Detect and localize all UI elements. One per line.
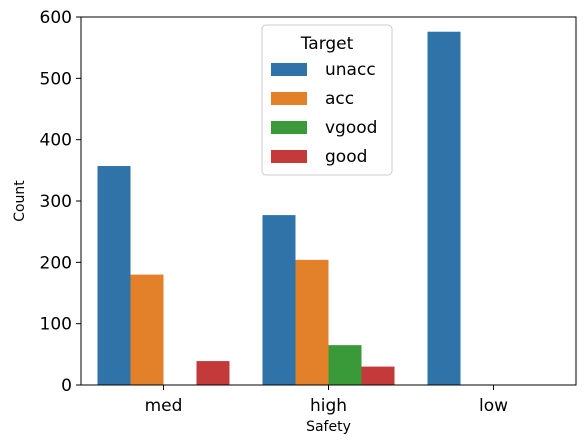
bar-unacc-med bbox=[98, 166, 131, 385]
legend-label-unacc: unacc bbox=[325, 60, 376, 80]
legend-swatch-good bbox=[271, 150, 307, 163]
bar-unacc-high bbox=[263, 215, 296, 385]
x-tick-label: low bbox=[479, 396, 508, 416]
bar-good-high bbox=[362, 367, 395, 385]
bar-unacc-low bbox=[428, 32, 461, 385]
x-tick-label: med bbox=[145, 396, 183, 416]
y-axis-label: Count bbox=[12, 180, 28, 222]
legend-title: Target bbox=[300, 34, 354, 54]
bar-vgood-high bbox=[329, 345, 362, 385]
y-axis: 0 100 200 300 400 500 600 bbox=[40, 8, 81, 396]
y-tick-label: 500 bbox=[40, 69, 72, 89]
y-tick-label: 200 bbox=[40, 253, 72, 273]
legend: Target unacc acc vgood good bbox=[262, 25, 392, 175]
legend-swatch-vgood bbox=[271, 121, 307, 134]
x-axis: med high low bbox=[145, 385, 509, 416]
legend-label-good: good bbox=[325, 147, 367, 167]
bar-good-med bbox=[197, 361, 230, 385]
legend-swatch-acc bbox=[271, 92, 307, 105]
bar-acc-med bbox=[131, 275, 164, 385]
y-tick-label: 0 bbox=[61, 376, 72, 396]
x-tick-label: high bbox=[310, 396, 347, 416]
y-tick-label: 600 bbox=[40, 8, 72, 28]
x-axis-label: Safety bbox=[306, 419, 351, 435]
y-tick-label: 400 bbox=[40, 131, 72, 151]
legend-label-vgood: vgood bbox=[325, 118, 377, 138]
y-tick-label: 300 bbox=[40, 192, 72, 212]
bar-acc-high bbox=[296, 260, 329, 385]
legend-swatch-unacc bbox=[271, 63, 307, 76]
legend-label-acc: acc bbox=[325, 89, 354, 109]
y-tick-label: 100 bbox=[40, 315, 72, 335]
